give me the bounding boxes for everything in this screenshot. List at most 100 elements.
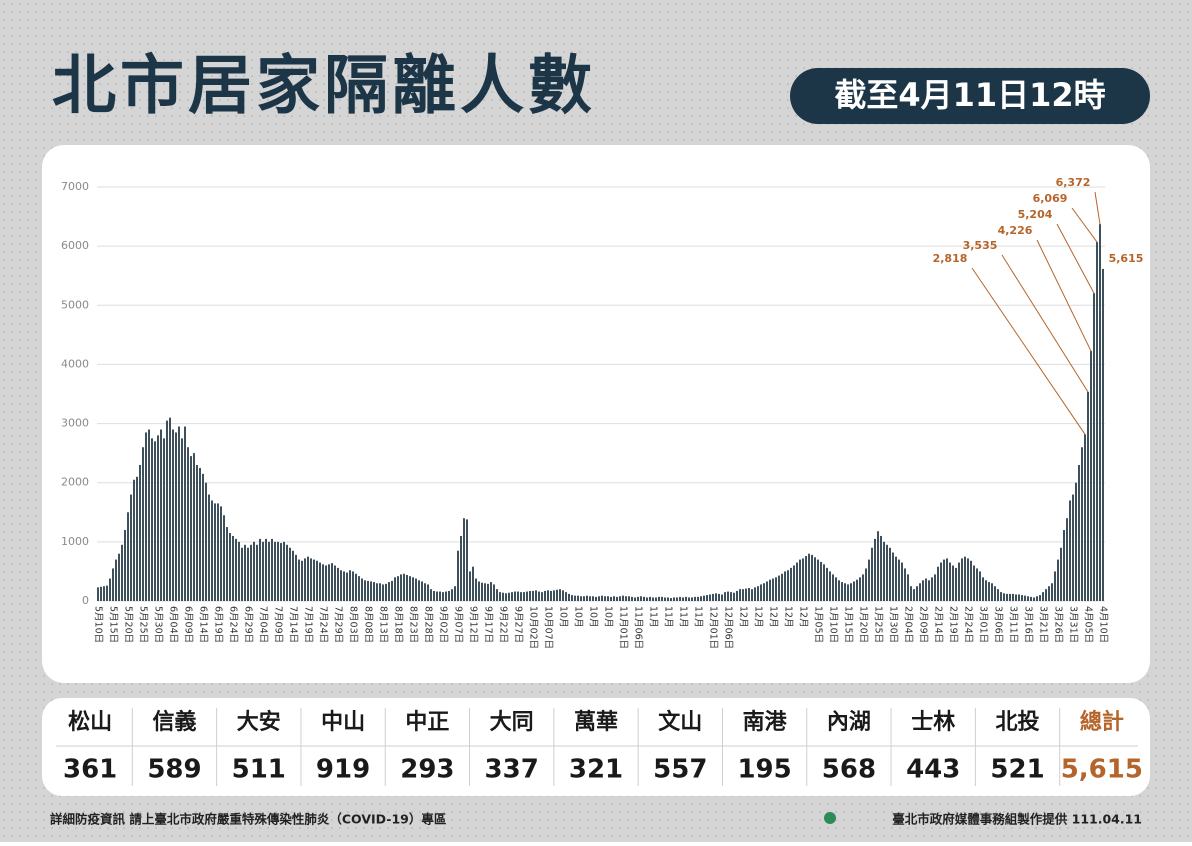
bar	[337, 567, 339, 601]
table-cell: 521	[990, 755, 1044, 785]
x-tick-label: 8月13日	[378, 606, 389, 643]
bar	[982, 577, 984, 601]
x-tick-label: 4月05日	[1083, 606, 1094, 643]
table-cell: 511	[232, 755, 286, 785]
x-tick-label: 2月19日	[948, 606, 959, 643]
bar	[1087, 391, 1089, 601]
x-tick-label: 8月28日	[423, 606, 434, 643]
bar	[841, 582, 843, 601]
bar	[466, 519, 468, 601]
bar	[418, 580, 420, 601]
bar	[232, 535, 234, 601]
bar	[673, 597, 675, 601]
logo	[824, 812, 836, 824]
bar	[589, 596, 591, 601]
bar	[901, 562, 903, 601]
bar	[685, 596, 687, 601]
bar	[415, 578, 417, 601]
bar	[787, 570, 789, 601]
district-table: 松山 361 信義 589 大安 511 中山 919 中正 293 大同 337 萬華 321 文山 557…	[56, 708, 1143, 786]
bar	[361, 578, 363, 601]
bar	[478, 581, 480, 601]
bar	[997, 589, 999, 601]
bar	[97, 587, 99, 601]
bar	[490, 582, 492, 601]
bar	[547, 590, 549, 601]
x-tick-label: 10月02日	[528, 606, 539, 649]
x-tick-label: 12月	[783, 606, 794, 628]
bar	[181, 438, 183, 601]
bar	[511, 592, 513, 601]
bar	[442, 592, 444, 601]
table-cell: 568	[822, 755, 876, 785]
bar	[427, 584, 429, 601]
bar	[913, 589, 915, 601]
bar	[565, 592, 567, 601]
bar	[952, 565, 954, 601]
bar	[1003, 593, 1005, 601]
bar	[1030, 596, 1032, 601]
table-cell: 443	[906, 755, 960, 785]
x-tick-label: 3月31日	[1068, 606, 1079, 643]
bar	[946, 558, 948, 601]
bar	[631, 596, 633, 601]
x-tick-label: 1月25日	[873, 606, 884, 643]
bar	[502, 592, 504, 601]
footer-right: 臺北市政府媒體事務組製作提供 111.04.11	[892, 812, 1142, 827]
bar	[988, 582, 990, 601]
bar	[580, 596, 582, 601]
bar	[937, 566, 939, 601]
bar	[781, 573, 783, 601]
bar	[469, 571, 471, 601]
bar	[934, 574, 936, 601]
bar	[202, 473, 204, 601]
bar	[751, 589, 753, 601]
leader-line	[971, 267, 1086, 435]
bar	[943, 559, 945, 601]
bar	[979, 571, 981, 601]
bar	[898, 559, 900, 601]
table-header: 士林	[911, 710, 955, 735]
bar	[376, 583, 378, 601]
bar	[847, 584, 849, 601]
bar	[130, 494, 132, 601]
bar	[406, 574, 408, 601]
x-tick-label: 3月21日	[1038, 606, 1049, 643]
bar	[139, 464, 141, 601]
bar	[586, 595, 588, 601]
table-header: 內湖	[827, 710, 871, 735]
x-tick-label: 6月24日	[228, 606, 239, 643]
bar	[592, 596, 594, 601]
bar	[718, 593, 720, 601]
bar	[1048, 586, 1050, 601]
bar	[247, 547, 249, 601]
bar	[223, 515, 225, 601]
bar	[526, 591, 528, 601]
bar	[289, 547, 291, 601]
x-tick-label: 5月25日	[138, 606, 149, 643]
y-tick-label: 2000	[61, 476, 89, 489]
bar	[646, 597, 648, 601]
x-tick-label: 3月16日	[1023, 606, 1034, 643]
bar	[391, 580, 393, 601]
bar	[730, 592, 732, 601]
bar	[1045, 589, 1047, 601]
bar	[532, 590, 534, 601]
bar	[151, 438, 153, 601]
bar	[367, 580, 369, 601]
bar	[1075, 482, 1077, 601]
bar	[811, 554, 813, 601]
bar	[667, 597, 669, 601]
bar	[928, 580, 930, 601]
bar	[688, 597, 690, 601]
chart: 0 1000 2000 3000 4000 5000 6000 7000 5月10日 5月15日 5…	[61, 176, 1143, 649]
bar	[691, 597, 693, 601]
table-header: 萬華	[574, 710, 618, 735]
bar	[574, 595, 576, 601]
table-header: 北投	[996, 710, 1040, 735]
table-panel	[42, 698, 1150, 796]
x-tick-label: 8月03日	[348, 606, 359, 643]
table-header: 文山	[658, 709, 702, 735]
bar	[274, 541, 276, 601]
bar	[343, 571, 345, 601]
